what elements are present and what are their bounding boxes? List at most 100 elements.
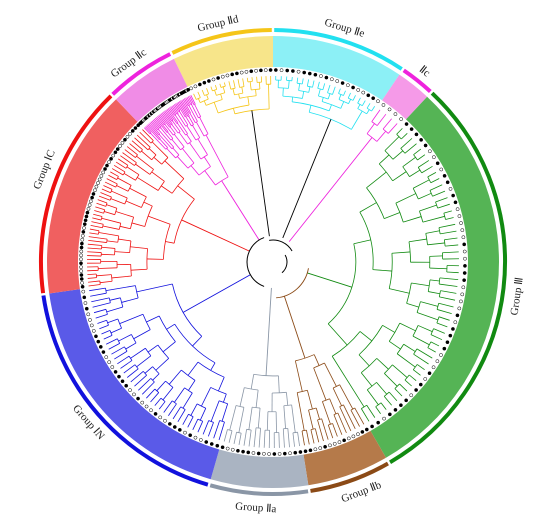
branch [443, 210, 452, 214]
leaf-marker [241, 449, 245, 454]
branch [129, 240, 132, 253]
branch [93, 213, 103, 217]
leaf-marker [91, 329, 96, 333]
branch [175, 103, 181, 111]
branch [282, 95, 303, 99]
branch [246, 77, 249, 82]
band-IId_top [173, 36, 273, 87]
leaf-marker [445, 340, 450, 345]
leaf-marker [463, 264, 467, 268]
branch [384, 136, 400, 151]
branch [189, 95, 195, 106]
leaf-marker [387, 107, 392, 112]
leaf-marker [82, 226, 86, 230]
branch [181, 369, 196, 381]
branch [359, 202, 377, 213]
branch [110, 189, 113, 193]
branch [338, 93, 344, 96]
leaf-marker [318, 446, 323, 450]
branch [101, 253, 115, 256]
leaf-marker [302, 70, 307, 75]
group-label-III: Group Ⅲ [509, 276, 526, 316]
branch [382, 324, 396, 333]
leaf-marker [364, 427, 369, 432]
branch [104, 211, 115, 216]
branch [328, 104, 332, 111]
leaf-marker [130, 129, 135, 133]
branch [432, 190, 446, 197]
branch [88, 239, 107, 243]
leaf-marker [455, 313, 460, 318]
branch [338, 94, 342, 100]
branch [255, 389, 259, 408]
leaf-marker [81, 230, 86, 234]
branch [327, 424, 334, 439]
leaf-marker [132, 392, 136, 397]
branch [416, 348, 433, 359]
branch [154, 397, 162, 406]
branch [182, 392, 193, 409]
branch [94, 210, 104, 214]
branch [435, 197, 448, 203]
branch [182, 414, 189, 425]
branch [429, 184, 443, 191]
branch [177, 101, 187, 117]
branch [173, 198, 195, 244]
branch [249, 81, 252, 90]
branch [200, 98, 209, 104]
branch [388, 391, 398, 401]
branch [131, 334, 137, 344]
branch [111, 346, 125, 355]
tree-branches [87, 76, 459, 448]
branch [422, 215, 445, 223]
leaf-marker [442, 346, 447, 351]
branch [298, 83, 301, 91]
branch [134, 137, 149, 151]
branch [417, 154, 426, 161]
branch [223, 429, 228, 442]
branch [127, 185, 132, 192]
branch [417, 325, 433, 333]
leaf-marker [263, 68, 268, 72]
branch [322, 401, 331, 425]
branch [357, 97, 361, 104]
branch [165, 241, 175, 244]
branch [177, 113, 187, 127]
branch [145, 348, 152, 357]
branch [332, 86, 336, 95]
leaf-marker [342, 438, 346, 443]
leaf-marker [89, 323, 94, 328]
branch [236, 431, 242, 434]
leaf-marker [193, 435, 198, 440]
leaf-marker [244, 69, 249, 74]
branch [185, 124, 189, 127]
branch [159, 138, 161, 140]
leaf-marker [235, 71, 239, 76]
branch [147, 344, 159, 353]
branch [185, 115, 187, 118]
branch [350, 409, 360, 427]
leaf-marker [128, 131, 132, 136]
branch [95, 313, 108, 319]
branch [416, 364, 425, 371]
branch [246, 428, 252, 431]
leaf-marker [254, 68, 258, 73]
branch [188, 104, 190, 107]
leaf-marker [230, 447, 235, 452]
branch [126, 368, 139, 378]
branch [117, 355, 130, 365]
leaf-marker [94, 334, 98, 339]
branch [166, 108, 178, 124]
branch [146, 388, 156, 399]
branch [402, 156, 416, 168]
branch [114, 350, 128, 360]
branch [88, 284, 101, 287]
branch [328, 423, 333, 426]
branch [366, 123, 375, 134]
group-label-IIc_small: Ⅱc [417, 64, 433, 80]
group-label-IIc_big: Group Ⅱc [109, 46, 149, 80]
branch [134, 374, 147, 387]
branch [366, 103, 371, 109]
branch [388, 341, 401, 350]
branch [105, 309, 108, 315]
